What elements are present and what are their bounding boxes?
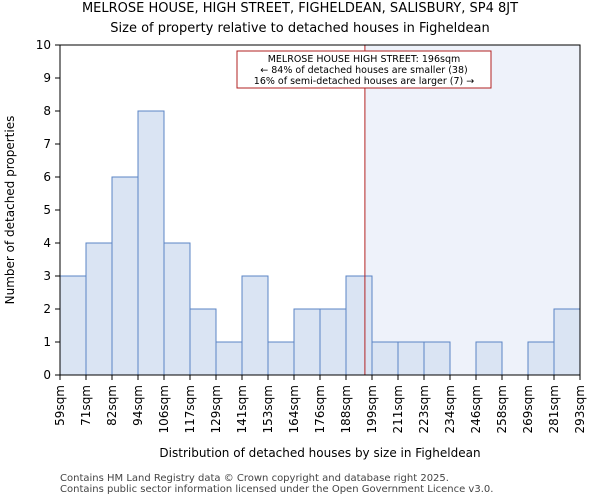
x-tick-label: 129sqm: [209, 385, 223, 433]
histogram-bar: [59, 275, 87, 376]
x-tick-label: 234sqm: [443, 385, 457, 433]
x-tick-label: 199sqm: [365, 385, 379, 433]
x-tick-label: 269sqm: [521, 385, 535, 433]
histogram-bar: [397, 341, 425, 376]
x-tick-label: 141sqm: [235, 385, 249, 433]
x-tick-label: 281sqm: [547, 385, 561, 433]
annotation-box: [236, 50, 492, 89]
x-tick-label: 223sqm: [417, 385, 431, 433]
x-tick-label: 246sqm: [469, 385, 483, 433]
x-tick-label: 117sqm: [183, 385, 197, 433]
histogram-bar: [189, 308, 217, 376]
y-tick-label: 1: [43, 335, 51, 349]
y-tick-label: 9: [43, 71, 51, 85]
histogram-bar: [475, 341, 503, 376]
y-tick-label: 6: [43, 170, 51, 184]
annotation-line: MELROSE HOUSE HIGH STREET: 196sqm: [268, 54, 461, 65]
annotation-line: 16% of semi-detached houses are larger (…: [254, 76, 474, 87]
histogram-bar: [527, 341, 555, 376]
histogram-bar: [371, 341, 399, 376]
histogram-bar: [293, 308, 321, 376]
histogram-bar: [423, 341, 451, 376]
y-axis-label: Number of detached properties: [3, 116, 17, 305]
y-tick-label: 4: [43, 236, 51, 250]
y-tick-label: 8: [43, 104, 51, 118]
histogram-bar: [319, 308, 347, 376]
y-tick-label: 3: [43, 269, 51, 283]
x-tick-label: 59sqm: [53, 385, 67, 426]
histogram-bar: [163, 242, 191, 376]
x-axis-label: Distribution of detached houses by size …: [159, 446, 480, 460]
histogram-bar: [345, 275, 373, 376]
x-tick-label: 211sqm: [391, 385, 405, 433]
x-tick-label: 153sqm: [261, 385, 275, 433]
histogram-bar: [267, 341, 295, 376]
histogram-bar: [111, 176, 139, 376]
y-tick-label: 0: [43, 368, 51, 382]
chart-subtitle: Size of property relative to detached ho…: [110, 21, 490, 36]
histogram-bar: [553, 308, 581, 376]
x-tick-label: 258sqm: [495, 385, 509, 433]
x-tick-label: 106sqm: [157, 385, 171, 433]
x-tick-label: 188sqm: [339, 385, 353, 433]
x-tick-label: 164sqm: [287, 385, 301, 433]
histogram-bar: [241, 275, 269, 376]
histogram-bar: [85, 242, 113, 376]
y-tick-label: 7: [43, 137, 51, 151]
histogram-bar: [215, 341, 243, 376]
footer-line-2: Contains public sector information licen…: [60, 484, 494, 495]
annotation-line: ← 84% of detached houses are smaller (38…: [260, 65, 467, 76]
x-tick-label: 82sqm: [105, 385, 119, 426]
x-tick-label: 71sqm: [79, 385, 93, 426]
footer-line-1: Contains HM Land Registry data © Crown c…: [60, 473, 449, 484]
histogram-bar: [137, 110, 165, 376]
x-tick-label: 293sqm: [573, 385, 587, 433]
larger-region-shade: [364, 45, 580, 375]
x-tick-label: 176sqm: [313, 385, 327, 433]
y-tick-label: 5: [43, 203, 51, 217]
y-tick-label: 10: [36, 38, 51, 52]
chart-title: MELROSE HOUSE, HIGH STREET, FIGHELDEAN, …: [81, 1, 519, 16]
x-tick-label: 94sqm: [131, 385, 145, 426]
y-tick-label: 2: [43, 302, 51, 316]
